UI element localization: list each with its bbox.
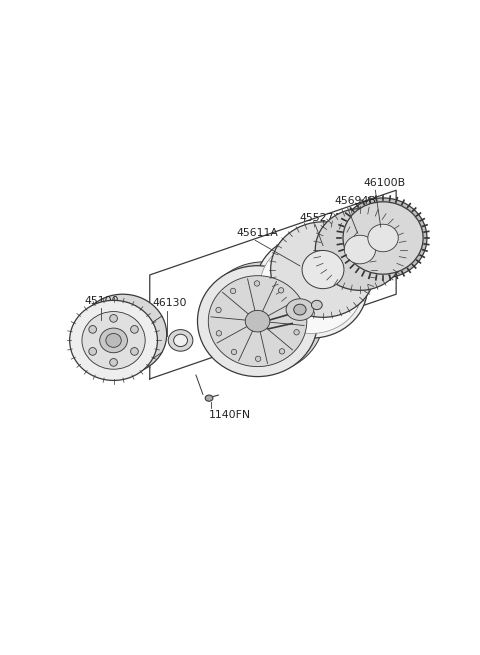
Ellipse shape	[255, 235, 368, 338]
Ellipse shape	[254, 281, 260, 286]
Ellipse shape	[339, 198, 427, 278]
Text: 45611A: 45611A	[237, 228, 278, 238]
Text: 1140FN: 1140FN	[209, 409, 251, 420]
Ellipse shape	[312, 301, 322, 310]
Ellipse shape	[89, 348, 96, 355]
Ellipse shape	[279, 348, 285, 354]
Ellipse shape	[82, 312, 145, 369]
Ellipse shape	[293, 307, 299, 312]
Ellipse shape	[106, 333, 121, 347]
Ellipse shape	[89, 326, 96, 333]
Ellipse shape	[315, 209, 405, 290]
Ellipse shape	[368, 224, 398, 252]
Ellipse shape	[110, 314, 118, 322]
Ellipse shape	[204, 262, 324, 373]
Ellipse shape	[278, 288, 284, 293]
Ellipse shape	[230, 288, 236, 293]
Ellipse shape	[100, 328, 127, 353]
Ellipse shape	[271, 222, 375, 317]
Ellipse shape	[302, 250, 344, 289]
Ellipse shape	[286, 299, 314, 320]
Ellipse shape	[197, 266, 318, 377]
Ellipse shape	[208, 276, 307, 367]
Text: 45100: 45100	[84, 296, 119, 306]
Ellipse shape	[255, 356, 261, 362]
Text: 45694B: 45694B	[335, 196, 376, 206]
Ellipse shape	[79, 294, 167, 374]
Ellipse shape	[260, 240, 363, 333]
Ellipse shape	[294, 329, 299, 335]
Text: 45527A: 45527A	[300, 213, 342, 223]
Ellipse shape	[344, 235, 375, 264]
Ellipse shape	[343, 202, 423, 274]
Ellipse shape	[70, 301, 157, 381]
Ellipse shape	[168, 329, 193, 351]
Ellipse shape	[110, 358, 118, 366]
Text: 46130: 46130	[152, 298, 187, 308]
Ellipse shape	[205, 395, 213, 402]
Ellipse shape	[131, 326, 138, 333]
Ellipse shape	[231, 349, 237, 354]
Ellipse shape	[294, 304, 306, 315]
Ellipse shape	[216, 331, 222, 336]
Ellipse shape	[216, 307, 221, 312]
Ellipse shape	[245, 310, 270, 332]
Ellipse shape	[174, 334, 188, 346]
Text: 46100B: 46100B	[363, 178, 405, 188]
Ellipse shape	[131, 348, 138, 355]
